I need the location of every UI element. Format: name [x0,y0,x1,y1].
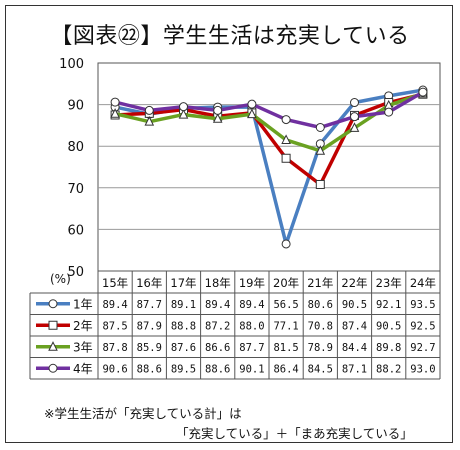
table-cell-s1-8: 92.1 [376,299,401,311]
y-tick-label-90: 90 [67,99,84,114]
legend-marker-1 [48,299,58,309]
x-tick-label-9: 24年 [410,276,436,290]
table-cell-s1-1: 87.7 [137,299,162,311]
table-cell-s3-3: 86.6 [205,342,230,354]
table-cell-s2-2: 88.8 [171,320,196,332]
table-cell-s2-3: 87.2 [205,320,230,332]
table-cell-s1-7: 90.5 [342,299,367,311]
table-cell-s1-0: 89.4 [102,299,127,311]
x-tick-label-1: 16年 [136,276,162,290]
footnote-line-2: 「充実している」＋「まあ充実している」 [176,426,413,441]
legend-label-1: 1年 [73,297,93,311]
legend-marker-2 [48,320,58,330]
legend-marker-4 [48,363,58,373]
data-point-s3-2 [178,108,189,119]
table-cell-s2-1: 87.9 [137,320,162,332]
x-tick-label-4: 19年 [239,276,265,290]
table-cell-s1-2: 89.1 [171,299,196,311]
figure-border [5,5,453,443]
table-cell-s2-5: 77.1 [273,320,298,332]
table-cell-s3-5: 81.5 [273,342,298,354]
x-tick-label-2: 17年 [170,276,196,290]
unit-label: (%) [50,272,71,286]
table-cell-s4-5: 86.4 [273,363,298,375]
data-point-s4-8 [384,107,394,117]
data-point-s3-7 [349,122,360,132]
series-line-4 [114,90,424,130]
data-point-s3-5 [281,134,291,144]
data-point-s4-4 [247,99,257,109]
data-point-s4-2 [179,102,188,112]
x-tick-label-0: 15年 [102,276,128,290]
legend-label-3: 3年 [73,340,93,354]
data-point-s4-6 [315,122,325,132]
table-cell-s3-2: 87.6 [171,342,196,354]
x-tick-label-6: 21年 [307,276,333,290]
y-tick-label-50: 50 [67,265,84,280]
series-line-2 [115,92,424,187]
data-point-s3-3 [212,113,223,123]
table-cell-s4-8: 88.2 [376,363,401,375]
data-point-s4-0 [110,97,120,107]
x-tick-label-7: 22年 [341,276,367,290]
table-cell-s3-9: 92.7 [410,342,435,354]
legend-label-4: 4年 [73,362,93,376]
table-cell-s3-0: 87.8 [102,342,127,354]
series-line-3 [114,91,424,153]
data-point-s4-1 [144,105,154,115]
y-tick-label-100: 100 [59,57,84,72]
data-point-s3-1 [144,116,155,126]
x-tick-label-3: 18年 [205,276,231,290]
table-cell-s2-8: 90.5 [376,320,401,332]
table-cell-s4-3: 88.6 [205,363,230,375]
data-point-s1-7 [350,98,359,108]
data-point-s3-0 [110,108,120,118]
table-cell-s3-6: 78.9 [308,342,333,354]
x-tick-label-8: 23年 [376,276,402,290]
table-cell-s1-9: 93.5 [410,299,435,311]
table-cell-s1-6: 80.6 [308,299,333,311]
data-point-s3-6 [315,145,326,155]
table-cell-s4-9: 93.0 [410,363,435,375]
table-cell-s1-5: 56.5 [273,299,298,311]
table-cell-s4-0: 90.6 [102,363,127,375]
y-tick-label-70: 70 [67,182,84,197]
data-point-s1-5 [281,239,291,249]
x-tick-label-5: 20年 [273,276,299,290]
table-cell-s2-0: 87.5 [102,320,127,332]
table-cell-s4-7: 87.1 [342,363,367,375]
table-cell-s2-6: 70.8 [308,320,333,332]
data-point-s4-7 [350,112,359,122]
table-cell-s1-3: 89.4 [205,299,230,311]
data-point-s3-4 [247,108,257,119]
y-tick-label-80: 80 [67,140,84,155]
table-cell-s1-4: 89.4 [239,299,264,311]
data-point-s2-6 [315,179,325,189]
table-cell-s4-4: 90.1 [239,363,264,375]
table-cell-s4-6: 84.5 [308,363,333,375]
footnote-line-1: ※学生生活が「充実している計」は [44,406,242,421]
data-point-s4-3 [213,105,223,115]
table-cell-s3-7: 84.4 [342,342,367,354]
y-tick-label-60: 60 [67,223,84,238]
legend-label-2: 2年 [73,319,93,333]
table-cell-s2-4: 88.0 [239,320,264,332]
chart-title: 【図表㉒】学生生活は充実している [50,24,410,49]
data-point-s4-9 [418,87,428,97]
data-point-s2-5 [281,153,291,163]
table-cell-s3-8: 89.8 [376,342,401,354]
table-cell-s3-4: 87.7 [239,342,264,354]
data-point-s4-5 [281,115,291,125]
legend-marker-3 [48,341,58,351]
table-cell-s2-7: 87.4 [342,320,367,332]
table-cell-s4-2: 89.5 [171,363,196,375]
table-cell-s4-1: 88.6 [137,363,162,375]
table-cell-s3-1: 85.9 [137,342,162,354]
table-cell-s2-9: 92.5 [410,320,435,332]
